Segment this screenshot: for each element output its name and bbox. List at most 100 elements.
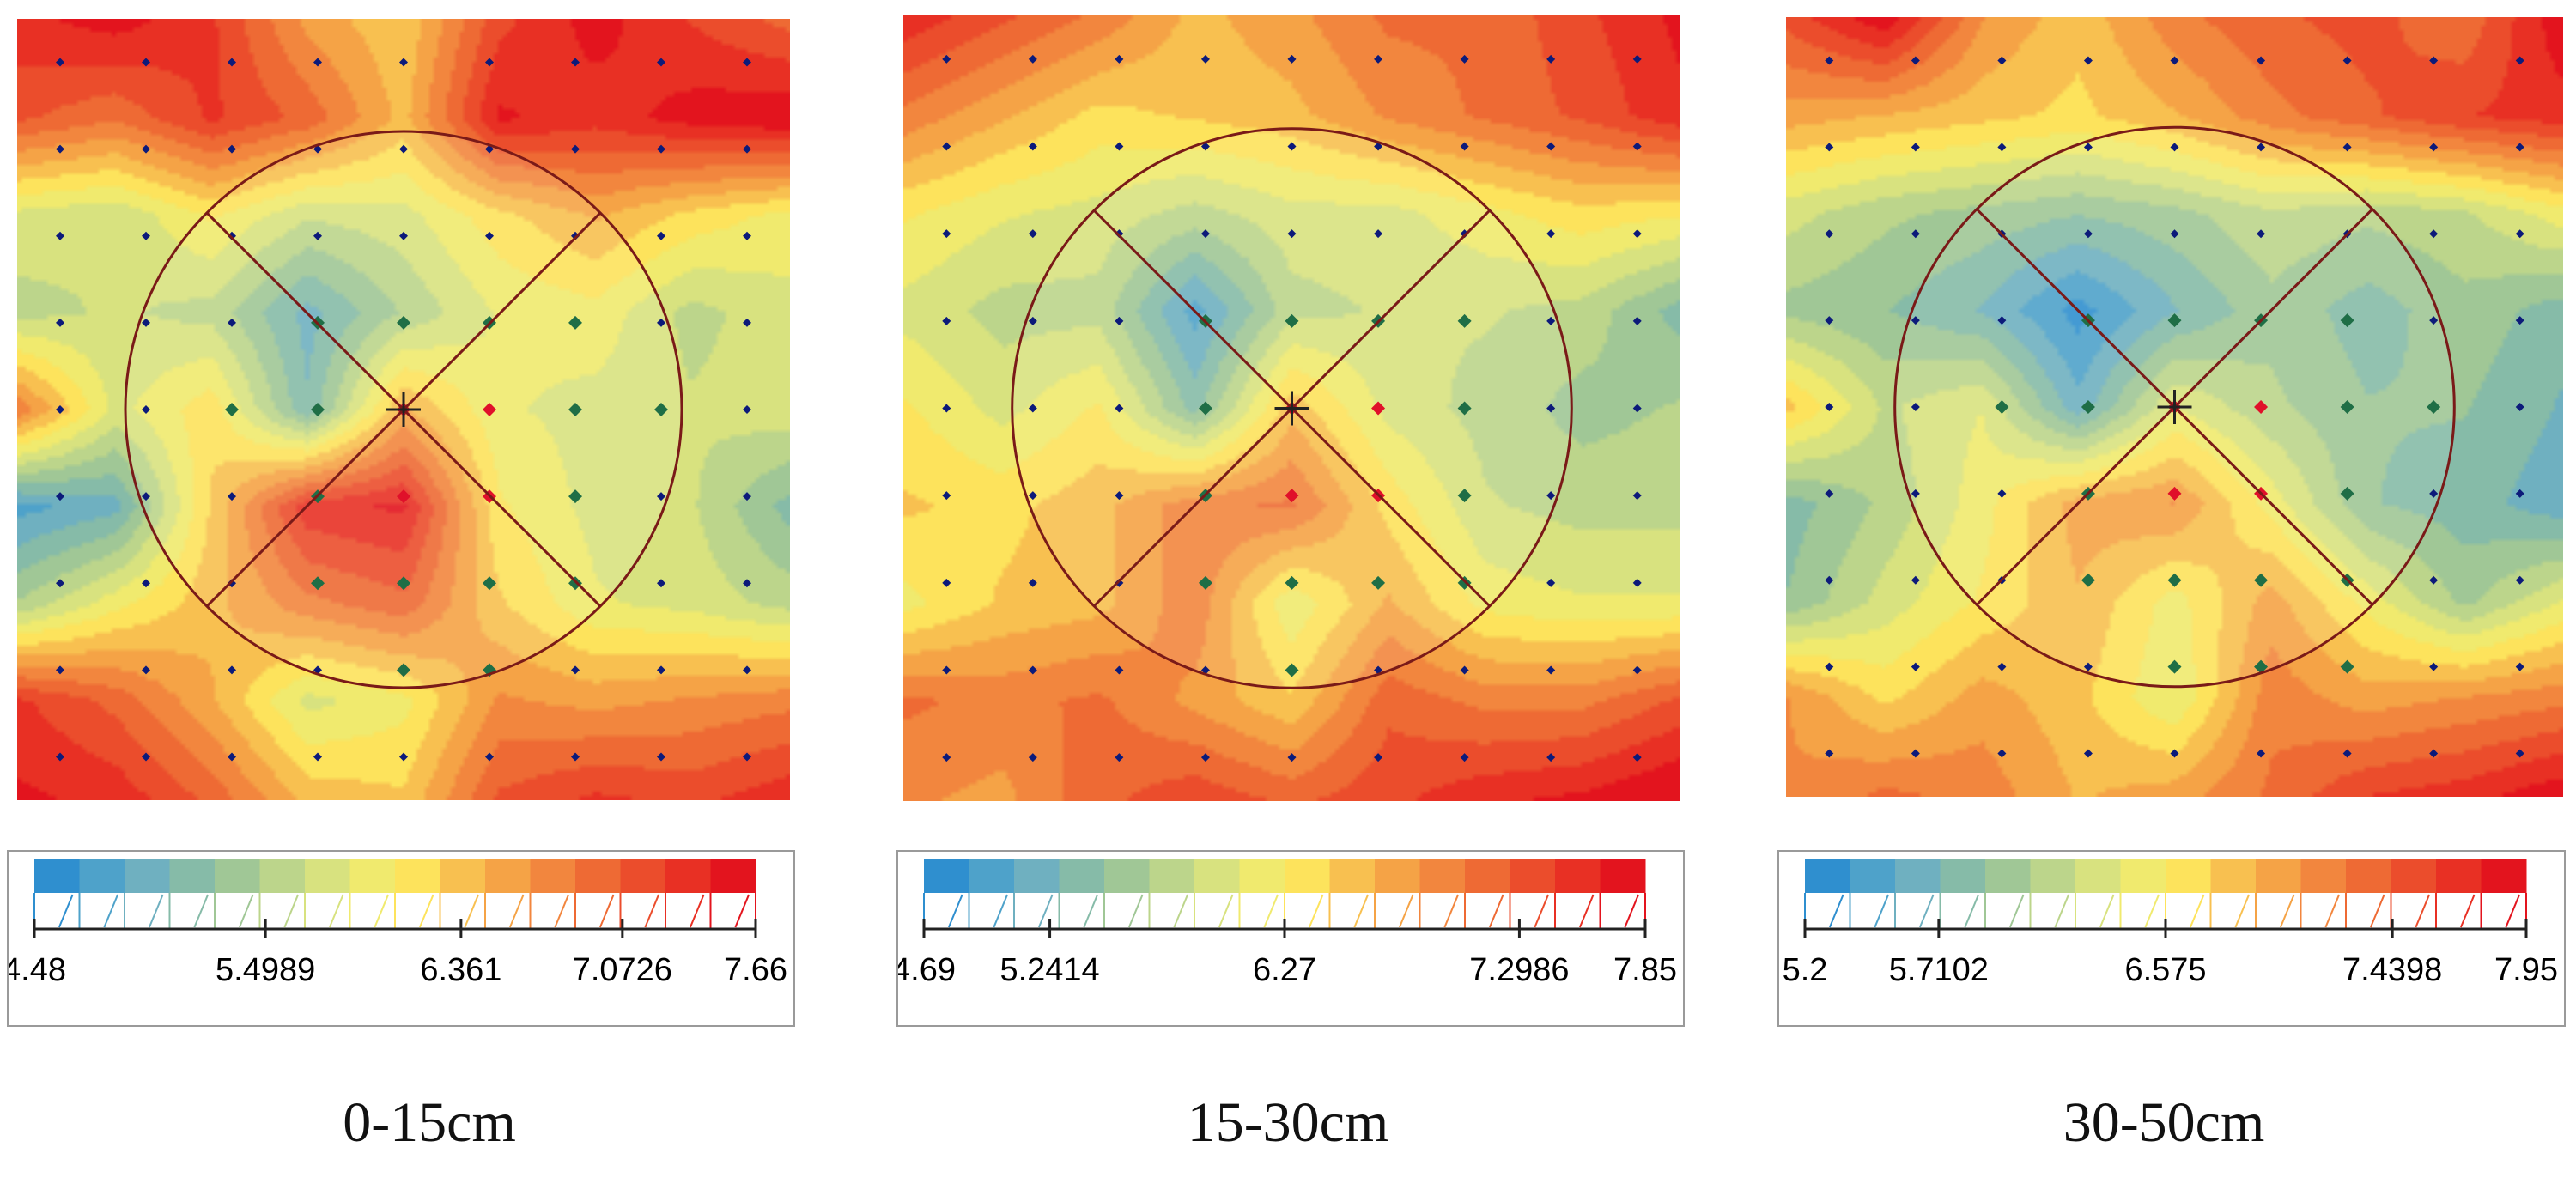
sample-point-blue bbox=[1115, 229, 1124, 239]
sample-point-red bbox=[2254, 400, 2269, 414]
sample-point-blue bbox=[1911, 575, 1920, 585]
colorbar-hatch bbox=[1624, 894, 1640, 928]
colorbar-swatch bbox=[259, 859, 306, 893]
sample-point-blue bbox=[1028, 491, 1037, 501]
heatmap-0-15cm bbox=[17, 19, 790, 800]
sample-point-blue bbox=[1997, 316, 2007, 325]
sample-point-blue bbox=[2083, 56, 2093, 65]
sample-point-blue bbox=[2083, 662, 2093, 671]
sample-point-blue bbox=[1287, 229, 1297, 239]
sample-point-blue bbox=[657, 492, 665, 501]
colorbar-swatch bbox=[1329, 859, 1376, 893]
sample-point-blue bbox=[1546, 491, 1556, 501]
colorbar-swatch bbox=[1419, 859, 1466, 893]
sample-point-blue bbox=[942, 404, 951, 413]
sample-point-blue bbox=[743, 752, 751, 762]
overlay-circle bbox=[124, 130, 683, 689]
sample-point-blue bbox=[2342, 56, 2352, 65]
colorbar-swatch bbox=[2436, 859, 2482, 893]
colorbar-tick-label: 5.4989 bbox=[216, 952, 315, 988]
sample-point-green bbox=[2427, 400, 2441, 414]
colorbar-hatch bbox=[508, 894, 525, 928]
sample-point-blue bbox=[313, 58, 322, 67]
sample-point-blue bbox=[485, 58, 494, 67]
sample-point-blue bbox=[657, 318, 665, 327]
sample-point-green bbox=[1457, 489, 1472, 503]
sample-point-blue bbox=[1546, 229, 1556, 239]
sample-point-blue bbox=[399, 231, 408, 240]
sample-point-red bbox=[1285, 489, 1299, 503]
sample-point-blue bbox=[399, 58, 408, 67]
sample-point-blue bbox=[2515, 316, 2524, 325]
colorbar-tick-label: 7.85 bbox=[1613, 952, 1677, 988]
colorbar-swatch bbox=[2391, 859, 2437, 893]
sample-point-blue bbox=[1028, 578, 1037, 587]
colorbar-tick-label: 6.361 bbox=[420, 952, 501, 988]
colorbar-hatch bbox=[1534, 894, 1550, 928]
sample-point-blue bbox=[1115, 753, 1124, 762]
sample-point-blue bbox=[1028, 753, 1037, 762]
sample-point-blue bbox=[1115, 316, 1124, 325]
sample-point-green bbox=[2081, 573, 2095, 587]
sample-point-blue bbox=[142, 58, 150, 67]
sample-point-blue bbox=[142, 231, 150, 240]
colorbar-swatch bbox=[395, 859, 440, 893]
sample-point-blue bbox=[1911, 56, 1920, 65]
heatmap-30-50cm bbox=[1786, 17, 2563, 797]
colorbar-swatch bbox=[2256, 859, 2301, 893]
sample-point-blue bbox=[1632, 229, 1642, 239]
sample-point-blue bbox=[2429, 489, 2439, 498]
sample-point-blue bbox=[1200, 665, 1210, 675]
sample-point-blue bbox=[1115, 578, 1124, 587]
sample-point-blue bbox=[2083, 143, 2093, 152]
colorbar-svg: 4.69 5.2414 6.27 7.2986 7.85 bbox=[898, 859, 1677, 988]
sample-point-blue bbox=[1028, 54, 1037, 64]
colorbar-swatch bbox=[79, 859, 125, 893]
sample-point-blue bbox=[743, 231, 751, 240]
sample-point-green bbox=[225, 403, 239, 416]
colorbar-swatch bbox=[620, 859, 666, 893]
sample-point-blue bbox=[1028, 665, 1037, 675]
sample-point-blue bbox=[1911, 749, 1920, 758]
sample-point-blue bbox=[657, 231, 665, 240]
colorbar-swatch bbox=[485, 859, 531, 893]
colorbar-swatch bbox=[1465, 859, 1510, 893]
sample-point-blue bbox=[2515, 229, 2524, 239]
colorbar-swatch bbox=[1239, 859, 1285, 893]
panel-caption: 0-15cm bbox=[343, 1091, 516, 1154]
colorbar-hatch bbox=[418, 894, 434, 928]
sample-point-blue bbox=[228, 318, 236, 327]
sample-point-red bbox=[397, 489, 410, 504]
sample-point-green bbox=[397, 663, 410, 677]
sample-point-blue bbox=[2429, 662, 2439, 671]
sample-point-green bbox=[2340, 313, 2354, 328]
colorbar-swatch bbox=[2075, 859, 2121, 893]
sample-point-blue bbox=[2170, 229, 2179, 239]
colorbar-swatch bbox=[2120, 859, 2166, 893]
sample-point-blue bbox=[1374, 665, 1383, 675]
colorbar-hatch bbox=[1308, 894, 1324, 928]
colorbar-hatch bbox=[1353, 894, 1370, 928]
sample-point-blue bbox=[571, 665, 580, 675]
sample-point-blue bbox=[2515, 143, 2524, 152]
sample-point-blue bbox=[1460, 753, 1469, 762]
heatmap-15-30cm bbox=[903, 15, 1680, 801]
sample-point-blue bbox=[228, 665, 236, 675]
colorbar-hatch bbox=[193, 894, 210, 928]
colorbar-hatch bbox=[689, 894, 705, 928]
colorbar-swatch bbox=[1375, 859, 1420, 893]
sample-point-blue bbox=[142, 144, 150, 154]
sample-point-blue bbox=[1546, 404, 1556, 413]
sample-point-blue bbox=[1460, 665, 1469, 675]
sample-point-blue bbox=[1460, 229, 1469, 239]
colorbar-hatch bbox=[2144, 894, 2160, 928]
sample-point-green bbox=[397, 576, 410, 591]
sample-point-blue bbox=[56, 144, 64, 154]
sample-point-green bbox=[1457, 401, 1472, 416]
colorbar-hatch bbox=[148, 894, 164, 928]
sample-point-blue bbox=[657, 58, 665, 67]
sample-point-blue bbox=[1632, 316, 1642, 325]
colorbar-tick-label: 5.2 bbox=[1783, 952, 1828, 988]
sample-point-green bbox=[1457, 575, 1472, 590]
sample-point-blue bbox=[2257, 143, 2266, 152]
